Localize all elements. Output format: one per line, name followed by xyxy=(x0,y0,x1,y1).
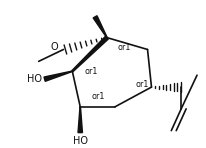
Text: HO: HO xyxy=(73,136,88,146)
Text: HO: HO xyxy=(27,74,42,84)
Text: or1: or1 xyxy=(84,67,98,76)
Polygon shape xyxy=(44,71,72,81)
Text: or1: or1 xyxy=(91,92,104,102)
Polygon shape xyxy=(72,36,108,72)
Polygon shape xyxy=(78,107,82,133)
Text: or1: or1 xyxy=(136,80,149,89)
Text: O: O xyxy=(51,42,59,52)
Text: or1: or1 xyxy=(118,43,131,52)
Polygon shape xyxy=(93,16,107,38)
